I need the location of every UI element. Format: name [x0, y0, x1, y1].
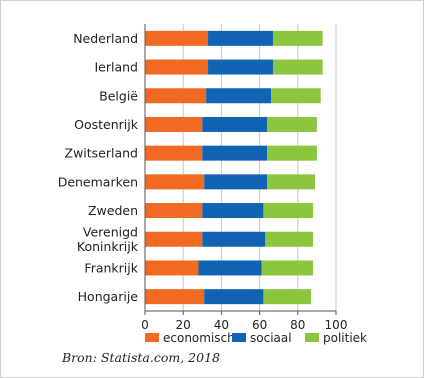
- bar-segment: [208, 30, 273, 46]
- category-label: Nederland: [73, 31, 138, 46]
- x-tick-label: 80: [290, 318, 305, 332]
- bar-segment: [272, 30, 323, 46]
- legend-label: economisch: [163, 331, 235, 345]
- category-label: Oostenrijk: [74, 117, 139, 132]
- bar-segment: [202, 116, 268, 132]
- source-note: Bron: Statista.com, 2018: [62, 350, 220, 365]
- bar-segment: [145, 174, 205, 190]
- legend-swatch: [305, 333, 319, 342]
- x-tick-label: 20: [176, 318, 191, 332]
- bar-segment: [202, 231, 266, 247]
- bar-segment: [145, 30, 209, 46]
- category-label: Frankrijk: [84, 260, 138, 275]
- bar-segment: [263, 289, 312, 305]
- category-label: Hongarije: [78, 289, 139, 304]
- bar-segment: [145, 289, 205, 305]
- bar-segment: [261, 260, 314, 276]
- bar-segment: [204, 289, 264, 305]
- category-label: Koninkrijk: [77, 239, 139, 254]
- x-tick-label: 60: [252, 318, 267, 332]
- legend-swatch: [232, 333, 246, 342]
- legend-label: sociaal: [250, 331, 292, 345]
- bar-segment: [272, 59, 323, 75]
- category-label: Verenigd: [83, 225, 138, 240]
- category-label: Ierland: [94, 60, 138, 75]
- legend-swatch: [145, 333, 159, 342]
- bar-segment: [204, 174, 268, 190]
- x-tick-label: 100: [325, 318, 348, 332]
- bar-segment: [145, 116, 203, 132]
- bar-segment: [267, 174, 315, 190]
- bar-segment: [145, 203, 203, 219]
- bar-segment: [208, 59, 273, 75]
- bar-segment: [271, 88, 321, 104]
- bar-segment: [202, 145, 268, 161]
- category-label: Denemarken: [58, 174, 138, 189]
- category-label: Zwitserland: [65, 146, 139, 161]
- bar-segment: [206, 88, 272, 104]
- legend-label: politiek: [323, 331, 367, 345]
- bar-segment: [198, 260, 262, 276]
- bar-segment: [145, 145, 203, 161]
- bar-segment: [145, 231, 203, 247]
- bar-segment: [267, 145, 317, 161]
- category-label: Zweden: [88, 203, 138, 218]
- bar-segment: [263, 203, 314, 219]
- bar-segment: [145, 88, 207, 104]
- bar-segment: [145, 260, 199, 276]
- x-tick-label: 0: [141, 318, 149, 332]
- bar-segment: [267, 116, 317, 132]
- bar-segment: [265, 231, 314, 247]
- x-tick-label: 40: [214, 318, 229, 332]
- category-label: België: [99, 88, 138, 103]
- bar-segment: [145, 59, 209, 75]
- bar-segment: [202, 203, 264, 219]
